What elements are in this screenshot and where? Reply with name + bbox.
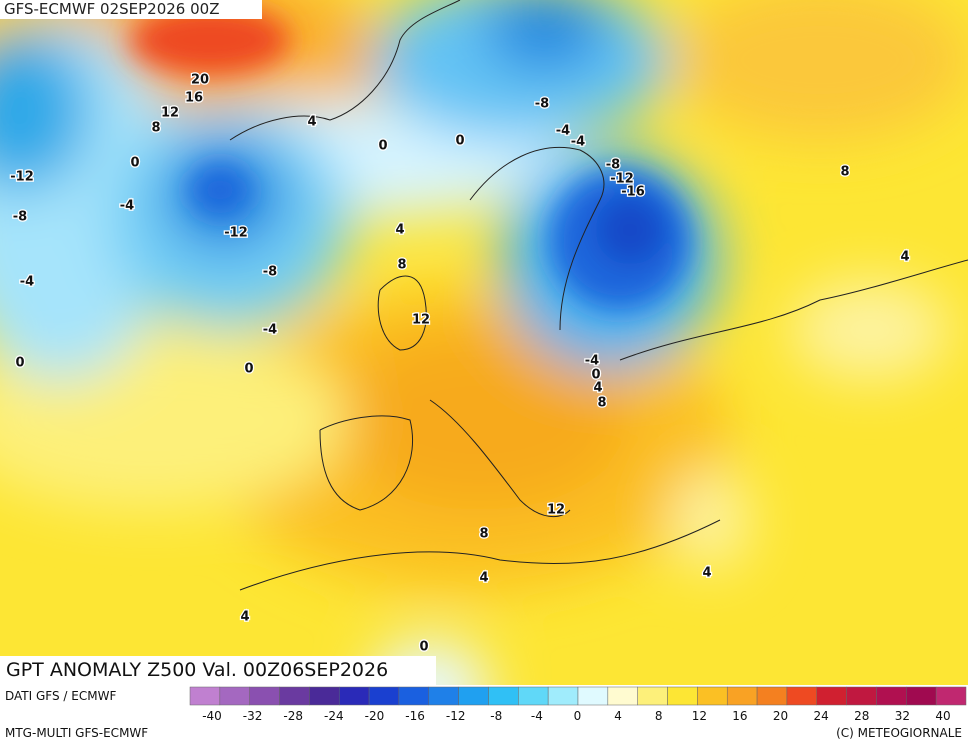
scale-label: -28 xyxy=(283,709,303,723)
contour-label: 4 xyxy=(240,610,249,625)
contour-label: -12 xyxy=(610,172,634,187)
coastlines xyxy=(229,0,968,591)
scale-swatch xyxy=(189,686,221,706)
contour-label: 4 xyxy=(479,571,488,586)
contour-label: 0 xyxy=(378,139,387,154)
contour-label: -4 xyxy=(263,323,277,338)
scale-label: 24 xyxy=(814,709,829,723)
copyright: (C) METEOGIORNALE xyxy=(836,726,962,740)
scale-label: -20 xyxy=(365,709,385,723)
contour-label: 4 xyxy=(307,115,316,130)
contour-label: -4 xyxy=(20,275,34,290)
scale-swatch xyxy=(935,686,967,706)
contour-label: 8 xyxy=(597,396,606,411)
contour-label: -4 xyxy=(571,135,585,150)
contour-label: 8 xyxy=(397,258,406,273)
scale-swatch xyxy=(846,686,877,706)
contour-label: -4 xyxy=(120,199,134,214)
contour-label: -8 xyxy=(606,158,620,173)
scale-swatch xyxy=(398,686,430,706)
scale-label: -24 xyxy=(324,709,344,723)
scale-swatch xyxy=(488,686,519,706)
contour-label: -8 xyxy=(13,210,27,225)
contour-label: 4 xyxy=(900,250,909,265)
run-label: GFS-ECMWF 02SEP2026 00Z xyxy=(4,0,219,18)
scale-swatch xyxy=(458,686,489,706)
scale-swatch xyxy=(906,686,937,706)
run-label-box xyxy=(0,0,262,19)
scale-label: 8 xyxy=(655,709,663,723)
scale-swatch xyxy=(279,686,310,706)
scale-label: 28 xyxy=(854,709,869,723)
contour-label: 4 xyxy=(395,223,404,238)
scale-label: -32 xyxy=(243,709,263,723)
scale-swatch xyxy=(249,686,280,706)
scale-label: 16 xyxy=(732,709,747,723)
scale-label: -40 xyxy=(202,709,222,723)
scale-swatch xyxy=(726,686,758,706)
scale-label: 20 xyxy=(773,709,788,723)
contour-label: -16 xyxy=(621,185,645,200)
scale-label: 12 xyxy=(692,709,707,723)
scale-label: -16 xyxy=(405,709,425,723)
contour-label: -4 xyxy=(556,124,570,139)
map-title: GPT ANOMALY Z500 Val. 00Z06SEP2026 xyxy=(6,659,388,681)
scale-swatch xyxy=(816,686,847,706)
scale-label: -4 xyxy=(531,709,543,723)
scale-label: -8 xyxy=(490,709,502,723)
scale-swatch xyxy=(697,686,728,706)
contour-label: 0 xyxy=(130,156,139,171)
source-label: DATI GFS / ECMWF xyxy=(5,689,116,703)
title-box xyxy=(0,656,436,685)
scale-label: 40 xyxy=(935,709,950,723)
scale-swatch xyxy=(876,686,907,706)
scale-swatch xyxy=(637,686,668,706)
contour-label: -12 xyxy=(224,226,248,241)
scale-label: 32 xyxy=(895,709,910,723)
scale-swatch xyxy=(338,686,370,706)
contour-label: 4 xyxy=(702,566,711,581)
scale-swatch xyxy=(577,686,609,706)
scale-swatch xyxy=(607,686,638,706)
contour-label: -4 xyxy=(585,354,599,369)
scale-label: 4 xyxy=(614,709,622,723)
scale-swatch xyxy=(309,686,340,706)
contour-label: 0 xyxy=(455,134,464,149)
contour-label: 4 xyxy=(593,381,602,396)
contour-label: 8 xyxy=(151,121,160,136)
color-scale: -40 -32 -28 -24 -20 -16 -12 -8 -4 0 4 8 12 16 20 24 28 32… xyxy=(189,686,967,723)
scale-swatch xyxy=(368,686,400,706)
scale-swatch xyxy=(756,686,788,706)
scale-swatch xyxy=(786,686,818,706)
contour-label: -8 xyxy=(535,97,549,112)
scale-swatch xyxy=(219,686,250,706)
contour-label: 20 xyxy=(191,73,209,88)
contour-label: -12 xyxy=(10,170,34,185)
contour-label: -8 xyxy=(263,265,277,280)
contour-label: 0 xyxy=(419,640,428,655)
scale-swatch xyxy=(428,686,459,706)
contour-label: 12 xyxy=(412,313,430,328)
scale-label: -12 xyxy=(446,709,466,723)
contour-label: 8 xyxy=(840,165,849,180)
contour-label: 0 xyxy=(591,368,600,383)
contour-label: 12 xyxy=(547,503,565,518)
contour-label: 0 xyxy=(244,362,253,377)
scale-swatch xyxy=(667,686,698,706)
scale-swatch xyxy=(518,686,549,706)
contour-label: 12 xyxy=(161,106,179,121)
scale-swatch xyxy=(547,686,579,706)
contour-label: 8 xyxy=(479,527,488,542)
contour-label: 0 xyxy=(15,356,24,371)
model-label: MTG-MULTI GFS-ECMWF xyxy=(5,726,148,740)
contour-label: 16 xyxy=(185,91,203,106)
scale-label: 0 xyxy=(574,709,582,723)
